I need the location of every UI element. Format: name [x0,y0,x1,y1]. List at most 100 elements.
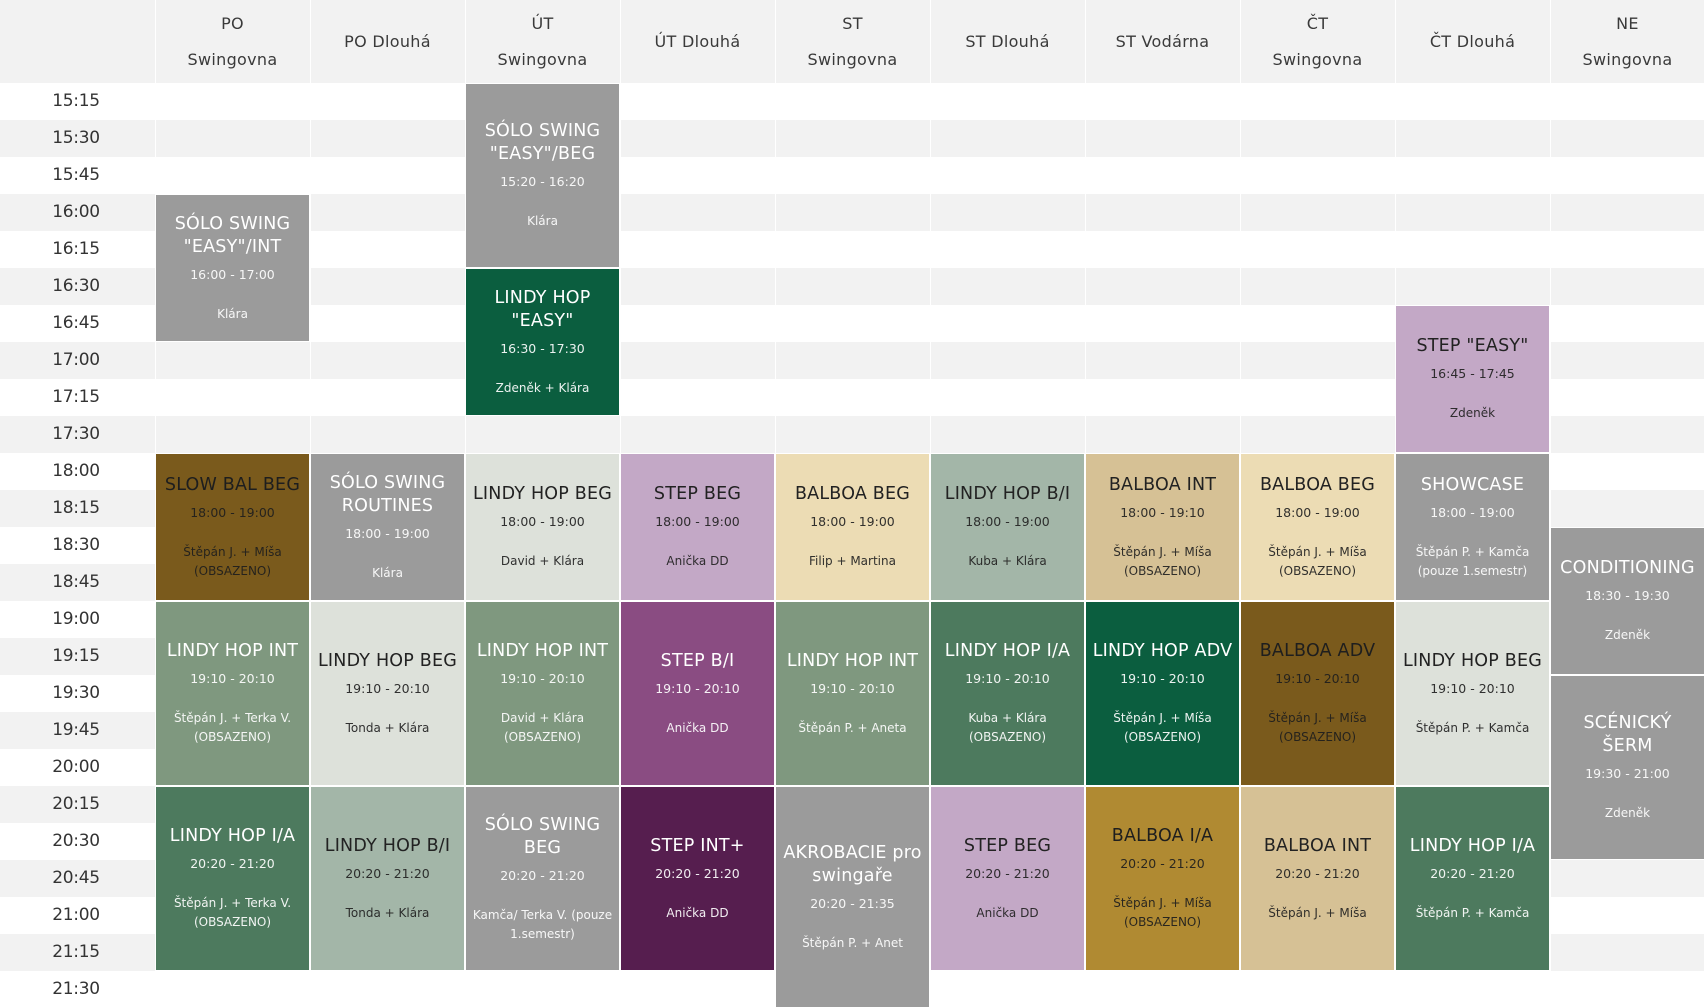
class-title: SHOWCASE [1420,474,1525,495]
class-title: BALBOA I/A [1111,826,1214,846]
time-label: 20:30 [52,831,100,851]
class-block[interactable]: BALBOA BEG 18:00 - 19:00 Filip + Martina [775,453,930,601]
class-teacher: Kuba + Klára (OBSAZENO) [968,711,1047,744]
class-title: BALBOA BEG [794,484,911,504]
column-header-venue: Swingovna [1582,49,1673,69]
class-block[interactable]: STEP B/I 19:10 - 20:10 Anička DD [620,601,775,786]
class-block[interactable]: LINDY HOP I/A 20:20 - 21:20 Štěpán P. + Ka… [1395,786,1550,971]
class-title: STEP INT+ [650,835,745,856]
class-title: LINDY HOP I/A [944,641,1071,661]
class-title: BALBOA ADV [1259,641,1376,661]
class-block[interactable]: LINDY HOP BEG 18:00 - 19:00 David + Klára [465,453,620,601]
class-time: 19:30 - 21:00 [1585,766,1670,781]
class-time: 19:10 - 20:10 [810,680,895,696]
class-block[interactable]: LINDY HOP INT 19:10 - 20:10 David + Klára … [465,601,620,786]
column-header-day: ČT [1306,13,1329,33]
class-teacher: Štěpán P. + Kamča [1415,720,1530,735]
class-title: CONDITIONING [1560,558,1695,578]
class-title: BALBOA INT [1263,835,1372,856]
class-block[interactable]: STEP INT+ 20:20 - 21:20 Anička DD [620,786,775,971]
class-time: 16:00 - 17:00 [190,266,275,282]
class-title: STEP B/I [660,650,735,671]
class-block[interactable]: LINDY HOP "EASY" 16:30 - 17:30 Zdeněk + Kl… [465,268,620,416]
time-label: 15:45 [52,165,100,185]
time-label: 16:15 [52,239,100,259]
class-teacher: Štěpán J. + Míša (OBSAZENO) [1268,544,1367,578]
column-header-day: ST Vodárna [1115,31,1210,51]
class-time: 19:10 - 20:10 [345,680,430,696]
time-label: 16:30 [52,276,100,296]
class-block[interactable]: LINDY HOP INT 19:10 - 20:10 Štěpán J. + Te… [155,601,310,786]
column-header-day: PO Dlouhá [344,31,431,51]
class-block[interactable]: LINDY HOP BEG 19:10 - 20:10 Štěpán P. + Ka… [1395,601,1550,786]
class-time: 19:10 - 20:10 [190,671,275,686]
class-block[interactable]: SÓLO SWING BEG 20:20 - 21:20 Kamča/ Terka … [465,786,620,971]
class-block[interactable]: LINDY HOP I/A 19:10 - 20:10 Kuba + Klára (… [930,601,1085,786]
time-label: 15:15 [52,91,100,111]
class-title: BALBOA BEG [1259,474,1376,495]
time-label: 21:30 [52,979,100,999]
time-label: 19:45 [52,720,100,740]
class-block[interactable]: BALBOA I/A 20:20 - 21:20 Štěpán J. + Míša … [1085,786,1240,971]
column-header: PO Swingovna [155,0,310,83]
class-title: LINDY HOP B/I [324,835,451,856]
class-block[interactable]: STEP BEG 20:20 - 21:20 Anička DD [930,786,1085,971]
header-row [0,0,1704,83]
class-block[interactable]: SLOW BAL BEG 18:00 - 19:00 Štěpán J. + Míš… [155,453,310,601]
class-time: 16:30 - 17:30 [500,340,585,356]
class-block[interactable]: STEP "EASY" 16:45 - 17:45 Zdeněk [1395,305,1550,453]
class-title: SÓLO SWING BEG [484,814,601,858]
class-time: 18:00 - 19:00 [345,525,430,541]
class-time: 18:00 - 19:00 [810,514,895,529]
class-block[interactable]: BALBOA ADV 19:10 - 20:10 Štěpán J. + Míša … [1240,601,1395,786]
class-block[interactable]: LINDY HOP BEG 19:10 - 20:10 Tonda + Klára [310,601,465,786]
time-label: 18:45 [52,572,100,592]
time-label: 17:15 [52,387,100,407]
class-block[interactable]: SHOWCASE 18:00 - 19:00 Štěpán P. + Kamča (… [1395,453,1550,601]
class-time: 19:10 - 20:10 [1275,671,1360,686]
class-title: SÓLO SWING "EASY"/INT [174,213,291,257]
class-time: 18:00 - 19:00 [1430,504,1515,520]
class-block[interactable]: STEP BEG 18:00 - 19:00 Anička DD [620,453,775,601]
class-time: 20:20 - 21:20 [655,865,740,881]
class-block[interactable]: CONDITIONING 18:30 - 19:30 Zdeněk [1550,527,1704,675]
class-title: LINDY HOP INT [476,641,609,661]
class-block[interactable]: BALBOA INT 18:00 - 19:10 Štěpán J. + Míša … [1085,453,1240,601]
class-time: 20:20 - 21:20 [1430,865,1515,881]
column-header: ÚT Swingovna [465,0,620,83]
class-block[interactable]: LINDY HOP B/I 18:00 - 19:00 Kuba + Klára [930,453,1085,601]
class-block[interactable]: LINDY HOP B/I 20:20 - 21:20 Tonda + Klára [310,786,465,971]
class-block[interactable]: BALBOA INT 20:20 - 21:20 Štěpán J. + Míša [1240,786,1395,971]
class-block[interactable]: SCÉNICKÝ ŠERM 19:30 - 21:00 Zdeněk [1550,675,1704,860]
class-time: 18:00 - 19:00 [190,504,275,520]
class-block[interactable]: LINDY HOP INT 19:10 - 20:10 Štěpán P. + An… [775,601,930,786]
class-teacher: David + Klára [500,554,585,568]
class-title: LINDY HOP B/I [944,484,1071,504]
class-teacher: Anička DD [976,905,1039,920]
class-time: 20:20 - 21:20 [1120,856,1205,871]
class-time: 19:10 - 20:10 [655,680,740,696]
column-header-day: PO [221,13,244,33]
class-block[interactable]: BALBOA BEG 18:00 - 19:00 Štěpán J. + Míša … [1240,453,1395,601]
class-title: AKROBACIE pro swingaře [783,842,922,886]
class-time: 19:10 - 20:10 [1430,680,1515,696]
class-title: LINDY HOP "EASY" [494,287,591,331]
class-block[interactable]: AKROBACIE pro swingaře 20:20 - 21:35 Štěpá… [775,786,930,1008]
class-teacher: Štěpán P. + Anet [802,935,903,950]
time-label: 16:45 [52,313,100,333]
class-teacher: Tonda + Klára [345,905,430,920]
column-header-day: ÚT Dlouhá [654,31,741,51]
column-header-day: NE [1616,13,1639,33]
class-block[interactable]: SÓLO SWING ROUTINES 18:00 - 19:00 Klára [310,453,465,601]
class-block[interactable]: SÓLO SWING "EASY"/INT 16:00 - 17:00 Klára [155,194,310,342]
class-title: LINDY HOP BEG [472,484,613,504]
class-time: 19:10 - 20:10 [1120,671,1205,686]
column-header-day: ST Dlouhá [965,31,1050,51]
time-label: 20:15 [52,794,100,814]
class-block[interactable]: LINDY HOP ADV 19:10 - 20:10 Štěpán J. + Mí… [1085,601,1240,786]
class-block[interactable]: SÓLO SWING "EASY"/BEG 15:20 - 16:20 Klára [465,83,620,268]
class-time: 18:30 - 19:30 [1585,588,1670,603]
class-time: 19:10 - 20:10 [965,671,1050,686]
class-block[interactable]: LINDY HOP I/A 20:20 - 21:20 Štěpán J. + Te… [155,786,310,971]
class-teacher: Anička DD [666,554,729,568]
